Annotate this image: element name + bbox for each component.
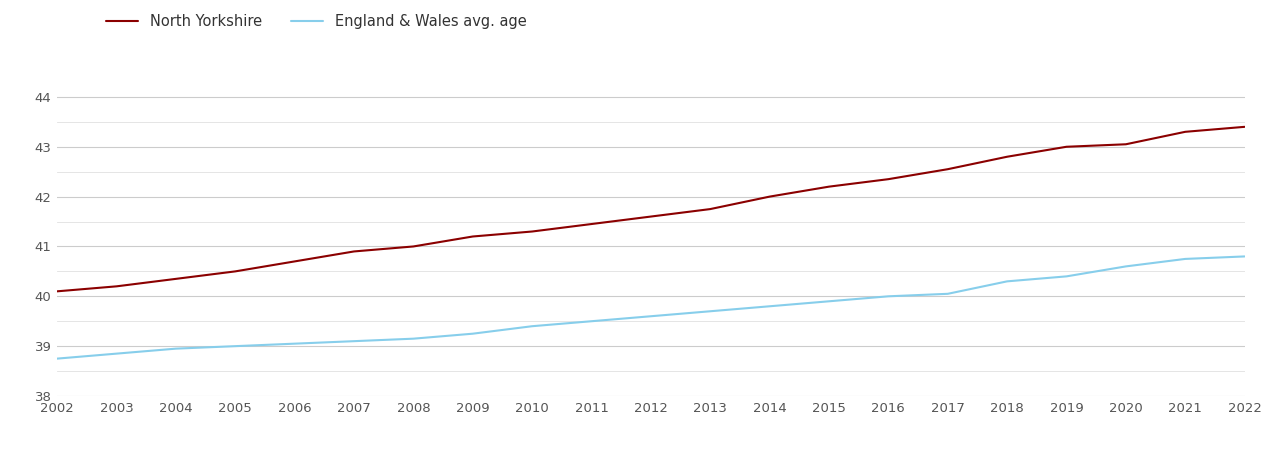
England & Wales avg. age (999, 279, 1015, 284)
North Yorkshire (880, 176, 895, 182)
England & Wales avg. age (822, 299, 837, 304)
England & Wales avg. age (643, 314, 658, 319)
North Yorkshire (1118, 142, 1133, 147)
North Yorkshire (109, 284, 124, 289)
North Yorkshire (227, 269, 243, 274)
North Yorkshire (525, 229, 540, 234)
England & Wales avg. age (702, 309, 718, 314)
Legend: North Yorkshire, England & Wales avg. age: North Yorkshire, England & Wales avg. ag… (100, 8, 532, 35)
England & Wales avg. age (465, 331, 480, 337)
England & Wales avg. age (1118, 264, 1133, 269)
North Yorkshire (940, 166, 955, 172)
North Yorkshire (999, 154, 1015, 159)
North Yorkshire (287, 259, 302, 264)
England & Wales avg. age (168, 346, 183, 351)
England & Wales avg. age (584, 319, 599, 324)
Line: England & Wales avg. age: England & Wales avg. age (57, 256, 1245, 359)
North Yorkshire (1237, 124, 1252, 130)
North Yorkshire (405, 244, 420, 249)
North Yorkshire (643, 214, 658, 219)
North Yorkshire (762, 194, 777, 199)
England & Wales avg. age (227, 343, 243, 349)
England & Wales avg. age (940, 291, 955, 297)
England & Wales avg. age (109, 351, 124, 356)
North Yorkshire (584, 221, 599, 227)
England & Wales avg. age (1177, 256, 1193, 261)
North Yorkshire (347, 249, 362, 254)
England & Wales avg. age (1237, 254, 1252, 259)
England & Wales avg. age (525, 324, 540, 329)
North Yorkshire (465, 234, 480, 239)
North Yorkshire (822, 184, 837, 189)
North Yorkshire (1059, 144, 1074, 149)
England & Wales avg. age (287, 341, 302, 346)
North Yorkshire (168, 276, 183, 282)
England & Wales avg. age (347, 338, 362, 344)
England & Wales avg. age (762, 304, 777, 309)
England & Wales avg. age (50, 356, 65, 361)
England & Wales avg. age (405, 336, 420, 342)
England & Wales avg. age (1059, 274, 1074, 279)
England & Wales avg. age (880, 293, 895, 299)
North Yorkshire (50, 288, 65, 294)
North Yorkshire (702, 207, 718, 212)
North Yorkshire (1177, 129, 1193, 135)
Line: North Yorkshire: North Yorkshire (57, 127, 1245, 291)
